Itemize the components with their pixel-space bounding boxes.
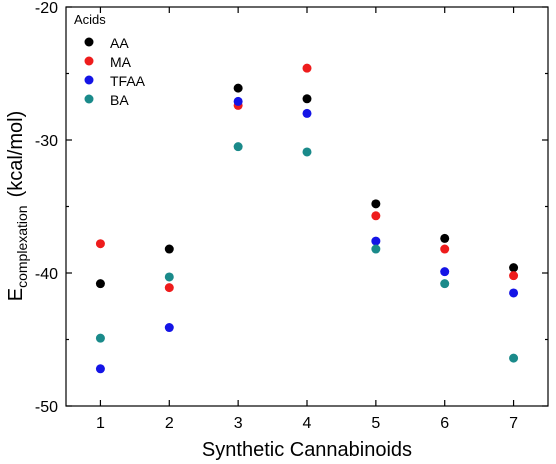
y-axis-title-subscript: complexation (14, 205, 30, 288)
legend-marker (84, 75, 94, 85)
data-point-ba (371, 244, 381, 254)
legend-label: AA (110, 35, 129, 51)
legend-label: BA (110, 92, 129, 108)
x-tick-label: 4 (303, 415, 312, 432)
data-point-aa (164, 244, 174, 254)
data-point-ma (164, 283, 174, 293)
y-tick-label: -40 (35, 266, 58, 283)
data-point-aa (509, 263, 519, 273)
data-point-ma (95, 239, 105, 249)
data-point-aa (371, 199, 381, 209)
data-point-tfaa (233, 96, 243, 106)
data-point-aa (95, 279, 105, 289)
y-axis-title-unit: (kcal/mol) (5, 111, 27, 198)
y-tick-label: -50 (35, 399, 58, 416)
legend: Acids AA MA TFAA BA (74, 12, 146, 108)
data-point-ba (302, 147, 312, 157)
data-point-aa (440, 233, 450, 243)
y-tick-label: -30 (35, 133, 58, 150)
legend-marker (84, 37, 94, 47)
data-points (95, 63, 519, 374)
x-tick-label: 1 (96, 415, 105, 432)
x-tick-label: 2 (165, 415, 174, 432)
x-tick-label: 5 (371, 415, 380, 432)
legend-title: Acids (74, 12, 106, 27)
data-point-aa (233, 83, 243, 93)
data-point-ma (371, 211, 381, 221)
data-point-tfaa (164, 323, 174, 333)
x-tick-label: 6 (440, 415, 449, 432)
x-axis-title: Synthetic Cannabinoids (202, 439, 412, 461)
data-point-tfaa (509, 288, 519, 298)
data-point-ma (509, 271, 519, 281)
legend-items: AA MA TFAA BA (84, 35, 146, 108)
data-point-ma (440, 244, 450, 254)
data-point-ba (95, 333, 105, 343)
data-point-aa (302, 94, 312, 104)
x-tick-label: 3 (234, 415, 243, 432)
data-point-ba (509, 353, 519, 363)
data-point-tfaa (302, 108, 312, 118)
data-point-tfaa (440, 267, 450, 277)
y-axis-title: Ecomplexation (kcal/mol) (5, 111, 30, 302)
x-tick-label: 7 (509, 415, 518, 432)
legend-label: MA (110, 54, 132, 70)
y-axis-title-main: E (5, 288, 27, 301)
y-axis-ticks: -50 -40 -30 -20 (35, 0, 548, 416)
data-point-ba (233, 142, 243, 152)
data-point-ba (440, 279, 450, 289)
x-axis-ticks: 1 2 3 4 5 6 7 (96, 7, 518, 432)
legend-marker (84, 56, 94, 66)
legend-marker (84, 94, 94, 104)
data-point-tfaa (95, 364, 105, 374)
data-point-ma (302, 63, 312, 73)
legend-label: TFAA (110, 73, 146, 89)
data-point-ba (164, 272, 174, 282)
data-point-tfaa (371, 236, 381, 246)
y-tick-label: -20 (35, 0, 58, 17)
